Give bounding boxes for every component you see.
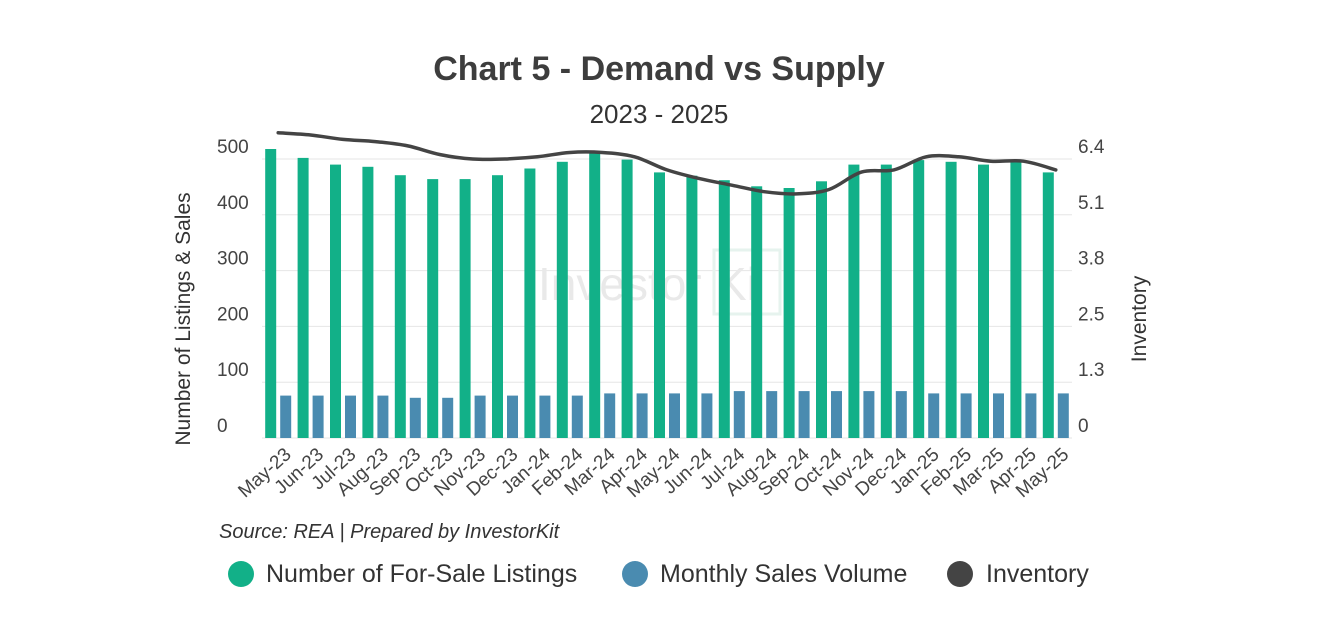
y-tick-left: 200 <box>217 304 249 325</box>
y-tick-left: 100 <box>217 360 249 381</box>
bar-sales[interactable] <box>766 391 778 438</box>
bar-sales[interactable] <box>312 395 324 438</box>
y-tick-right: 3.8 <box>1078 249 1104 270</box>
source-note: Source: REA | Prepared by InvestorKit <box>219 521 561 543</box>
legend-item-sales[interactable]: Monthly Sales Volume <box>622 560 907 588</box>
legend-label-inventory: Inventory <box>986 560 1089 588</box>
bar-sales[interactable] <box>442 397 454 438</box>
bar-sales[interactable] <box>507 395 518 438</box>
y-tick-left: 400 <box>217 193 249 214</box>
bar-sales[interactable] <box>377 395 389 438</box>
bar-sales[interactable] <box>960 393 972 438</box>
bar-listings[interactable] <box>978 164 989 438</box>
legend-marker-listings <box>228 561 254 587</box>
bar-listings[interactable] <box>1042 172 1054 438</box>
bar-listings[interactable] <box>1010 162 1022 439</box>
watermark-box <box>712 248 782 316</box>
bar-sales[interactable] <box>669 393 680 438</box>
bar-listings[interactable] <box>556 161 568 439</box>
bar-sales[interactable] <box>895 391 907 438</box>
inventory-line[interactable] <box>276 131 1058 196</box>
bar-listings[interactable] <box>524 168 536 439</box>
y-tick-right: 0 <box>1078 416 1089 437</box>
bar-sales[interactable] <box>993 393 1004 438</box>
bar-listings[interactable] <box>783 188 795 438</box>
bar-listings[interactable] <box>589 153 601 438</box>
bar-sales[interactable] <box>280 395 292 438</box>
y-tick-right: 2.5 <box>1078 304 1104 325</box>
bar-sales[interactable] <box>539 395 551 438</box>
bar-listings[interactable] <box>394 175 406 438</box>
y-axis-title-left: Number of Listings & Sales <box>172 192 195 445</box>
bar-sales[interactable] <box>571 395 583 438</box>
bar-sales[interactable] <box>409 397 421 438</box>
legend-label-listings: Number of For-Sale Listings <box>266 560 577 588</box>
bar-sales[interactable] <box>1025 393 1037 438</box>
y-tick-right: 1.3 <box>1078 360 1104 381</box>
bars <box>265 149 1069 439</box>
bar-listings[interactable] <box>718 180 730 438</box>
y-tick-left: 500 <box>217 137 249 158</box>
bar-listings[interactable] <box>362 166 374 439</box>
bar-sales[interactable] <box>928 393 940 438</box>
bar-sales[interactable] <box>863 391 875 438</box>
y-tick-left: 300 <box>217 249 249 270</box>
y-tick-left: 0 <box>217 416 228 437</box>
bar-sales[interactable] <box>636 393 648 438</box>
bar-listings[interactable] <box>492 175 503 438</box>
bar-listings[interactable] <box>654 172 665 438</box>
bar-listings[interactable] <box>880 164 892 438</box>
chart-subtitle: 2023 - 2025 <box>590 99 729 129</box>
bar-listings[interactable] <box>945 161 957 439</box>
legend-item-listings[interactable]: Number of For-Sale Listings <box>228 560 577 588</box>
y-axis-title-right: Inventory <box>1128 275 1151 362</box>
legend-marker-sales <box>622 561 648 587</box>
bar-sales[interactable] <box>1057 393 1069 438</box>
bar-listings[interactable] <box>330 164 341 438</box>
bar-listings[interactable] <box>297 157 309 438</box>
bar-listings[interactable] <box>686 175 698 438</box>
bar-listings[interactable] <box>848 164 860 438</box>
legend-marker-inventory <box>947 561 973 587</box>
bar-sales[interactable] <box>798 391 810 438</box>
bar-listings[interactable] <box>265 149 277 438</box>
bar-listings[interactable] <box>427 179 439 438</box>
legend-item-inventory[interactable]: Inventory <box>947 560 1089 588</box>
y-tick-right: 5.1 <box>1078 193 1104 214</box>
bar-sales[interactable] <box>604 393 616 438</box>
bar-sales[interactable] <box>831 391 842 438</box>
bar-listings[interactable] <box>621 159 633 438</box>
bar-listings[interactable] <box>816 181 827 439</box>
bar-sales[interactable] <box>474 395 486 438</box>
bar-listings[interactable] <box>751 186 763 438</box>
legend: Number of For-Sale Listings Monthly Sale… <box>228 560 1089 588</box>
y-tick-right: 6.4 <box>1078 137 1105 158</box>
bar-listings[interactable] <box>459 179 471 438</box>
bar-sales[interactable] <box>701 393 713 438</box>
bar-sales[interactable] <box>345 395 356 438</box>
bar-sales[interactable] <box>733 391 745 438</box>
chart-title: Chart 5 - Demand vs Supply <box>433 50 885 88</box>
y-axis-right: 0 1.3 2.5 3.8 5.1 6.4 <box>1078 137 1105 437</box>
y-axis-left: 0 100 200 300 400 500 <box>217 137 249 437</box>
x-axis-labels: May-23Jun-23Jul-23Aug-23Sep-23Oct-23Nov-… <box>234 444 1073 502</box>
legend-label-sales: Monthly Sales Volume <box>660 560 907 588</box>
bar-listings[interactable] <box>913 160 925 438</box>
inventory-line-group <box>276 131 1058 196</box>
